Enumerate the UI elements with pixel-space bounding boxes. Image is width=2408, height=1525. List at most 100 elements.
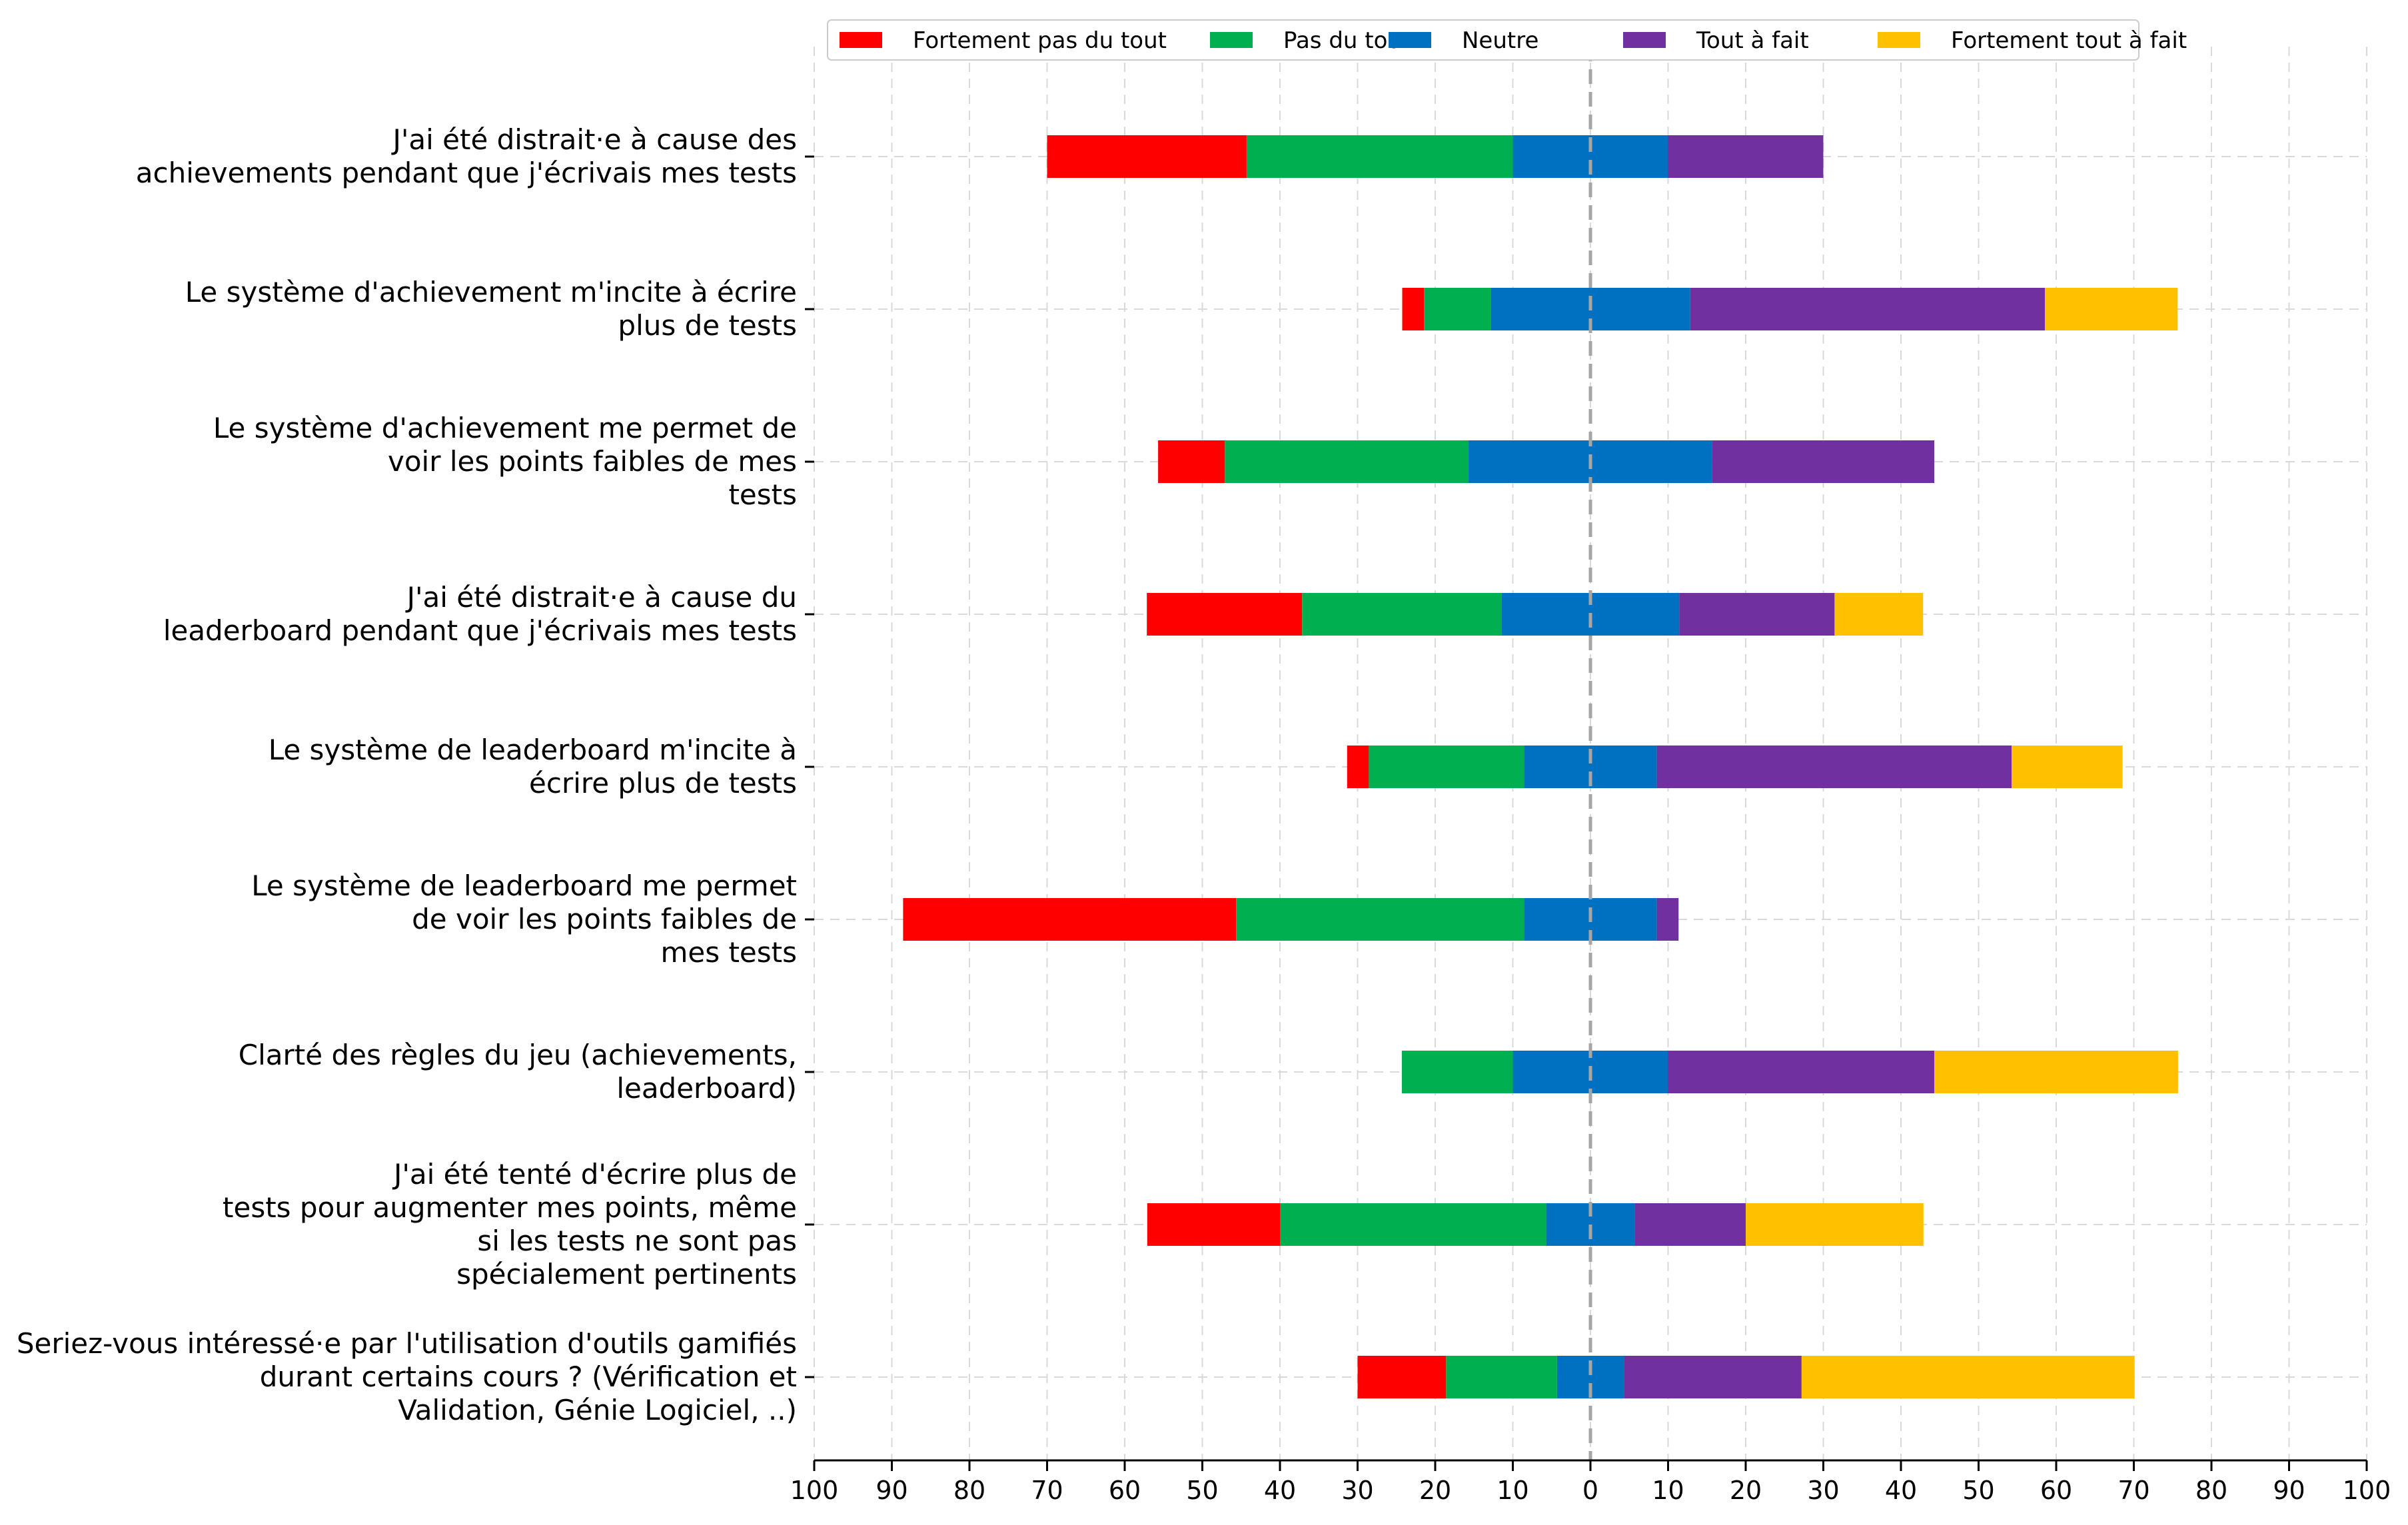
- category-label-5-line-2: écrire plus de tests: [529, 767, 797, 799]
- legend-box: [827, 19, 2139, 61]
- category-label-8-line-2: tests pour augmenter mes points, même: [223, 1191, 797, 1224]
- category-label-4-line-1: J'ai été distrait·e à cause du: [405, 581, 797, 614]
- bar-row-3-series-1: [1158, 440, 1225, 483]
- x-tick-label-11: 10: [1652, 1476, 1684, 1505]
- bar-row-6-series-4: [1656, 898, 1679, 941]
- bar-row-8-series-2: [1280, 1203, 1546, 1246]
- x-tick-label-4: 60: [1109, 1476, 1141, 1505]
- legend-swatch-1: [840, 32, 882, 48]
- x-axis: 100 90 80 70 60 50 40 30 20 10 0 10 20 30 40 50 60 70 80 90…: [790, 1459, 2391, 1505]
- category-label-1-line-2: achievements pendant que j'écrivais mes …: [136, 157, 797, 189]
- x-tick-label-8: 20: [1419, 1476, 1451, 1505]
- legend: Fortement pas du tout Pas du tout Neutre To…: [827, 19, 2187, 61]
- category-label-8-line-1: J'ai été tenté d'écrire plus de: [392, 1158, 797, 1191]
- category-label-1-line-1: J'ai été distrait·e à cause des: [390, 123, 797, 156]
- bar-row-7-series-2: [1401, 1051, 1513, 1093]
- legend-label-1: Fortement pas du tout: [913, 27, 1167, 54]
- x-tick-label-17: 70: [2117, 1476, 2149, 1505]
- bar-row-5-series-2: [1369, 746, 1524, 788]
- bar-row-5-series-5: [2012, 746, 2123, 788]
- category-label-6: Le système de leaderboard me permet de vo…: [251, 869, 797, 969]
- x-tick-label-7: 30: [1341, 1476, 1373, 1505]
- legend-label-4: Tout à fait: [1696, 27, 1809, 54]
- bar-row-1-series-4: [1668, 135, 1824, 178]
- x-tick-label-6: 40: [1264, 1476, 1296, 1505]
- bar-row-9-series-4: [1624, 1356, 1802, 1398]
- bar-row-6-series-1: [903, 898, 1237, 941]
- bar-row-1-series-2: [1246, 135, 1513, 178]
- category-label-9: Seriez-vous intéressé·e par l'utilisatio…: [17, 1327, 797, 1426]
- legend-swatch-2: [1210, 32, 1253, 48]
- category-label-9-line-1: Seriez-vous intéressé·e par l'utilisatio…: [17, 1327, 797, 1360]
- bar-row-3-series-2: [1225, 440, 1469, 483]
- x-tick-label-20: 100: [2343, 1476, 2391, 1505]
- legend-label-3: Neutre: [1462, 27, 1538, 54]
- x-tick-label-12: 20: [1730, 1476, 1762, 1505]
- legend-swatch-5: [1878, 32, 1920, 48]
- x-tick-label-9: 10: [1497, 1476, 1528, 1505]
- category-label-2-line-2: plus de tests: [618, 309, 797, 342]
- category-label-7-line-1: Clarté des règles du jeu (achievements,: [239, 1039, 797, 1071]
- y-axis: J'ai été distrait·e à cause des achieveme…: [17, 123, 814, 1426]
- category-label-5: Le système de leaderboard m'incite à écri…: [269, 734, 797, 799]
- category-label-3-line-2: voir les points faibles de mes: [388, 445, 797, 478]
- category-label-4: J'ai été distrait·e à cause du leaderboar…: [163, 581, 797, 647]
- bar-row-2-series-2: [1424, 288, 1491, 330]
- x-tick-label-3: 70: [1031, 1476, 1063, 1505]
- bar-row-7-series-5: [1934, 1051, 2178, 1093]
- bar-row-1-series-1: [1047, 135, 1247, 178]
- category-label-6-line-2: de voir les points faibles de: [412, 903, 797, 935]
- category-label-7: Clarté des règles du jeu (achievements, l…: [239, 1039, 797, 1105]
- category-label-5-line-1: Le système de leaderboard m'incite à: [269, 734, 797, 766]
- x-tick-label-10: 0: [1582, 1476, 1598, 1505]
- bar-row-8-series-5: [1746, 1203, 1924, 1246]
- bar-row-6-series-2: [1236, 898, 1524, 941]
- bar-row-2-series-4: [1690, 288, 2046, 330]
- category-label-8-line-3: si les tests ne sont pas: [477, 1225, 797, 1257]
- category-label-8-line-4: spécialement pertinents: [456, 1258, 797, 1290]
- bar-row-7-series-4: [1668, 1051, 1935, 1093]
- category-label-2: Le système d'achievement m'incite à écri…: [185, 276, 797, 342]
- x-tick-label-18: 80: [2195, 1476, 2227, 1505]
- category-label-3-line-3: tests: [728, 478, 797, 511]
- category-label-2-line-1: Le système d'achievement m'incite à écri…: [185, 276, 797, 308]
- bar-row-5-series-1: [1347, 746, 1369, 788]
- bar-row-8-series-4: [1634, 1203, 1746, 1246]
- bar-row-4-series-4: [1679, 593, 1835, 636]
- bar-row-4-series-1: [1147, 593, 1303, 636]
- x-tick-label-1: 90: [876, 1476, 907, 1505]
- category-label-6-line-1: Le système de leaderboard me permet: [251, 869, 797, 902]
- category-label-3-line-1: Le système d'achievement me permet de: [213, 412, 797, 444]
- bar-row-5-series-4: [1656, 746, 2012, 788]
- category-label-1: J'ai été distrait·e à cause des achieveme…: [136, 123, 797, 189]
- category-label-7-line-2: leaderboard): [616, 1072, 797, 1105]
- x-tick-label-19: 90: [2273, 1476, 2305, 1505]
- category-label-4-line-2: leaderboard pendant que j'écrivais mes t…: [163, 614, 797, 647]
- x-tick-label-14: 40: [1885, 1476, 1917, 1505]
- legend-swatch-4: [1623, 32, 1666, 48]
- bar-row-4-series-2: [1302, 593, 1502, 636]
- x-tick-label-0: 100: [790, 1476, 839, 1505]
- x-tick-label-16: 60: [2040, 1476, 2072, 1505]
- bar-row-2-series-5: [2045, 288, 2178, 330]
- bar-row-4-series-5: [1834, 593, 1924, 636]
- bar-row-8-series-1: [1147, 1203, 1280, 1246]
- bar-row-9-series-5: [1801, 1356, 2135, 1398]
- x-tick-label-2: 80: [953, 1476, 985, 1505]
- category-label-6-line-3: mes tests: [660, 936, 797, 969]
- x-tick-label-13: 30: [1807, 1476, 1839, 1505]
- bar-row-2-series-1: [1402, 288, 1425, 330]
- bar-row-9-series-1: [1357, 1356, 1447, 1398]
- bar-row-3-series-4: [1712, 440, 1935, 483]
- bar-row-9-series-2: [1446, 1356, 1557, 1398]
- x-tick-label-5: 50: [1186, 1476, 1218, 1505]
- category-label-3: Le système d'achievement me permet de voi…: [213, 412, 797, 511]
- category-label-9-line-2: durant certains cours ? (Vérification et: [260, 1360, 797, 1393]
- legend-swatch-3: [1389, 32, 1431, 48]
- bars: [903, 135, 2178, 1398]
- category-label-8: J'ai été tenté d'écrire plus de tests pou…: [223, 1158, 797, 1290]
- x-tick-label-15: 50: [1962, 1476, 1994, 1505]
- category-label-9-line-3: Validation, Génie Logiciel, ..): [398, 1394, 797, 1426]
- legend-label-5: Fortement tout à fait: [1951, 27, 2187, 54]
